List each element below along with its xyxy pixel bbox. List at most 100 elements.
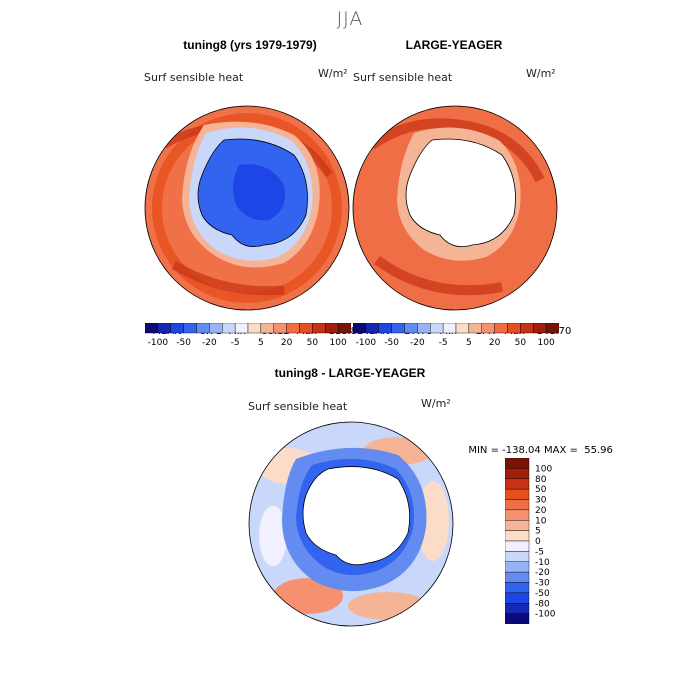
left-colorbar-swatch [183,323,197,334]
left-colorbar-swatch [222,323,236,334]
right-panel-title: LARGE-YEAGER [405,38,503,52]
left-colorbar-swatch [312,323,326,334]
left-colorbar-swatch [234,323,249,334]
left-colorbar-swatch [247,323,262,334]
right-colorbar-swatch [507,323,521,334]
right-colorbar-swatch [481,323,495,334]
diff-max-label: MAX = [543,445,578,456]
right-colorbar-tick: 5 [466,338,472,348]
right-colorbar-swatch [520,323,534,334]
diff-colorbar-swatch [505,499,530,511]
left-variable-label: Surf sensible heat [144,71,244,84]
right-unit-label: W/m² [526,67,556,80]
left-colorbar-tick: -50 [176,338,191,348]
left-panel-title: tuning8 (yrs 1979-1979) [183,38,317,52]
diff-colorbar-tick: 20 [535,506,547,516]
right-colorbar-tick: -100 [356,338,377,348]
diff-colorbar-swatch [505,520,530,531]
diff-panel-title: tuning8 - LARGE-YEAGER [274,366,426,380]
right-colorbar-tick: -50 [384,338,399,348]
right-colorbar-swatch [378,323,392,334]
left-polar-map [144,105,350,311]
right-colorbar-tick: 20 [489,338,501,348]
right-colorbar-swatch [494,323,508,334]
diff-colorbar-swatch [505,530,530,542]
right-colorbar-swatch [533,323,547,334]
diff-colorbar-swatch [505,458,530,469]
diff-max-value: 55.96 [584,445,613,456]
right-colorbar-swatch [404,323,418,334]
left-colorbar-swatch [260,323,274,334]
left-colorbar-swatch [286,323,300,334]
right-colorbar-swatch [545,323,559,334]
diff-colorbar-swatch [505,592,530,604]
diff-colorbar-swatch [505,551,530,562]
right-variable-label: Surf sensible heat [353,71,453,84]
left-colorbar-swatch [325,323,339,334]
right-colorbar-swatch [417,323,431,334]
diff-colorbar-tick: -100 [535,610,556,620]
left-colorbar-swatch [157,323,171,334]
right-colorbar-swatch [430,323,444,334]
right-colorbar-tick: 50 [515,338,527,348]
diff-colorbar-tick: -50 [535,589,550,599]
right-colorbar-swatch [365,323,379,334]
left-colorbar-tick: 50 [307,338,319,348]
right-polar-map [352,105,558,311]
right-colorbar-swatch [442,323,457,334]
right-colorbar-swatch [455,323,470,334]
season-title: JJA [336,8,364,30]
left-unit-label: W/m² [318,67,348,80]
diff-colorbar-tick: 30 [535,496,547,506]
diff-colorbar-swatch [505,571,530,583]
right-colorbar-swatch [391,323,405,334]
diff-colorbar-swatch [505,540,530,552]
diff-colorbar-tick: 0 [535,537,541,547]
diff-colorbar-swatch [505,613,530,624]
left-colorbar-tick: 20 [281,338,293,348]
left-colorbar-swatch [145,323,159,334]
diff-colorbar-tick: -5 [535,547,544,557]
right-colorbar-swatch [353,323,367,334]
left-colorbar-swatch [170,323,184,334]
diff-colorbar-swatch [505,561,530,573]
diff-colorbar-tick: -20 [535,568,550,578]
diff-colorbar-tick: -80 [535,599,550,609]
diff-colorbar-swatch [505,509,530,521]
diff-colorbar-swatch [505,468,530,479]
left-colorbar-tick: 100 [330,338,347,348]
right-colorbar-tick: 100 [538,338,555,348]
diff-unit-label: W/m² [421,397,451,410]
right-colorbar-tick: -20 [410,338,425,348]
diff-polar-map [248,421,454,627]
left-colorbar: -100 -50 -20 -5 5 20 50 100 [145,323,351,348]
diff-colorbar-tick: 5 [535,527,541,537]
left-colorbar-swatch [209,323,223,334]
diff-colorbar-tick: 50 [535,485,547,495]
left-colorbar-tick: -20 [202,338,217,348]
diff-colorbar-tick: -30 [535,579,550,589]
diff-min-label: MIN = [468,445,499,456]
diff-colorbar-swatch [505,488,530,500]
diff-colorbar-swatch [505,582,530,594]
diff-antarctica [302,466,411,566]
diff-colorbar-tick: 10 [535,516,547,526]
left-colorbar-swatch [337,323,351,334]
diff-colorbar-swatch [505,478,530,490]
left-colorbar-tick: -5 [231,338,240,348]
left-colorbar-swatch [299,323,313,334]
right-colorbar: -100 -50 -20 -5 5 20 50 100 [353,323,559,348]
diff-variable-label: Surf sensible heat [248,400,348,413]
diff-min-value: -138.04 [502,445,541,456]
diff-colorbar-tick: 80 [535,475,547,485]
left-colorbar-tick: -100 [148,338,169,348]
right-colorbar-tick: -5 [439,338,448,348]
diff-colorbar-swatch [505,603,530,614]
diff-colorbar-tick: 100 [535,464,552,474]
left-colorbar-swatch [273,323,287,334]
right-colorbar-swatch [468,323,482,334]
diff-colorbar-tick: -10 [535,558,550,568]
right-antarctica [405,138,516,248]
left-colorbar-swatch [196,323,210,334]
